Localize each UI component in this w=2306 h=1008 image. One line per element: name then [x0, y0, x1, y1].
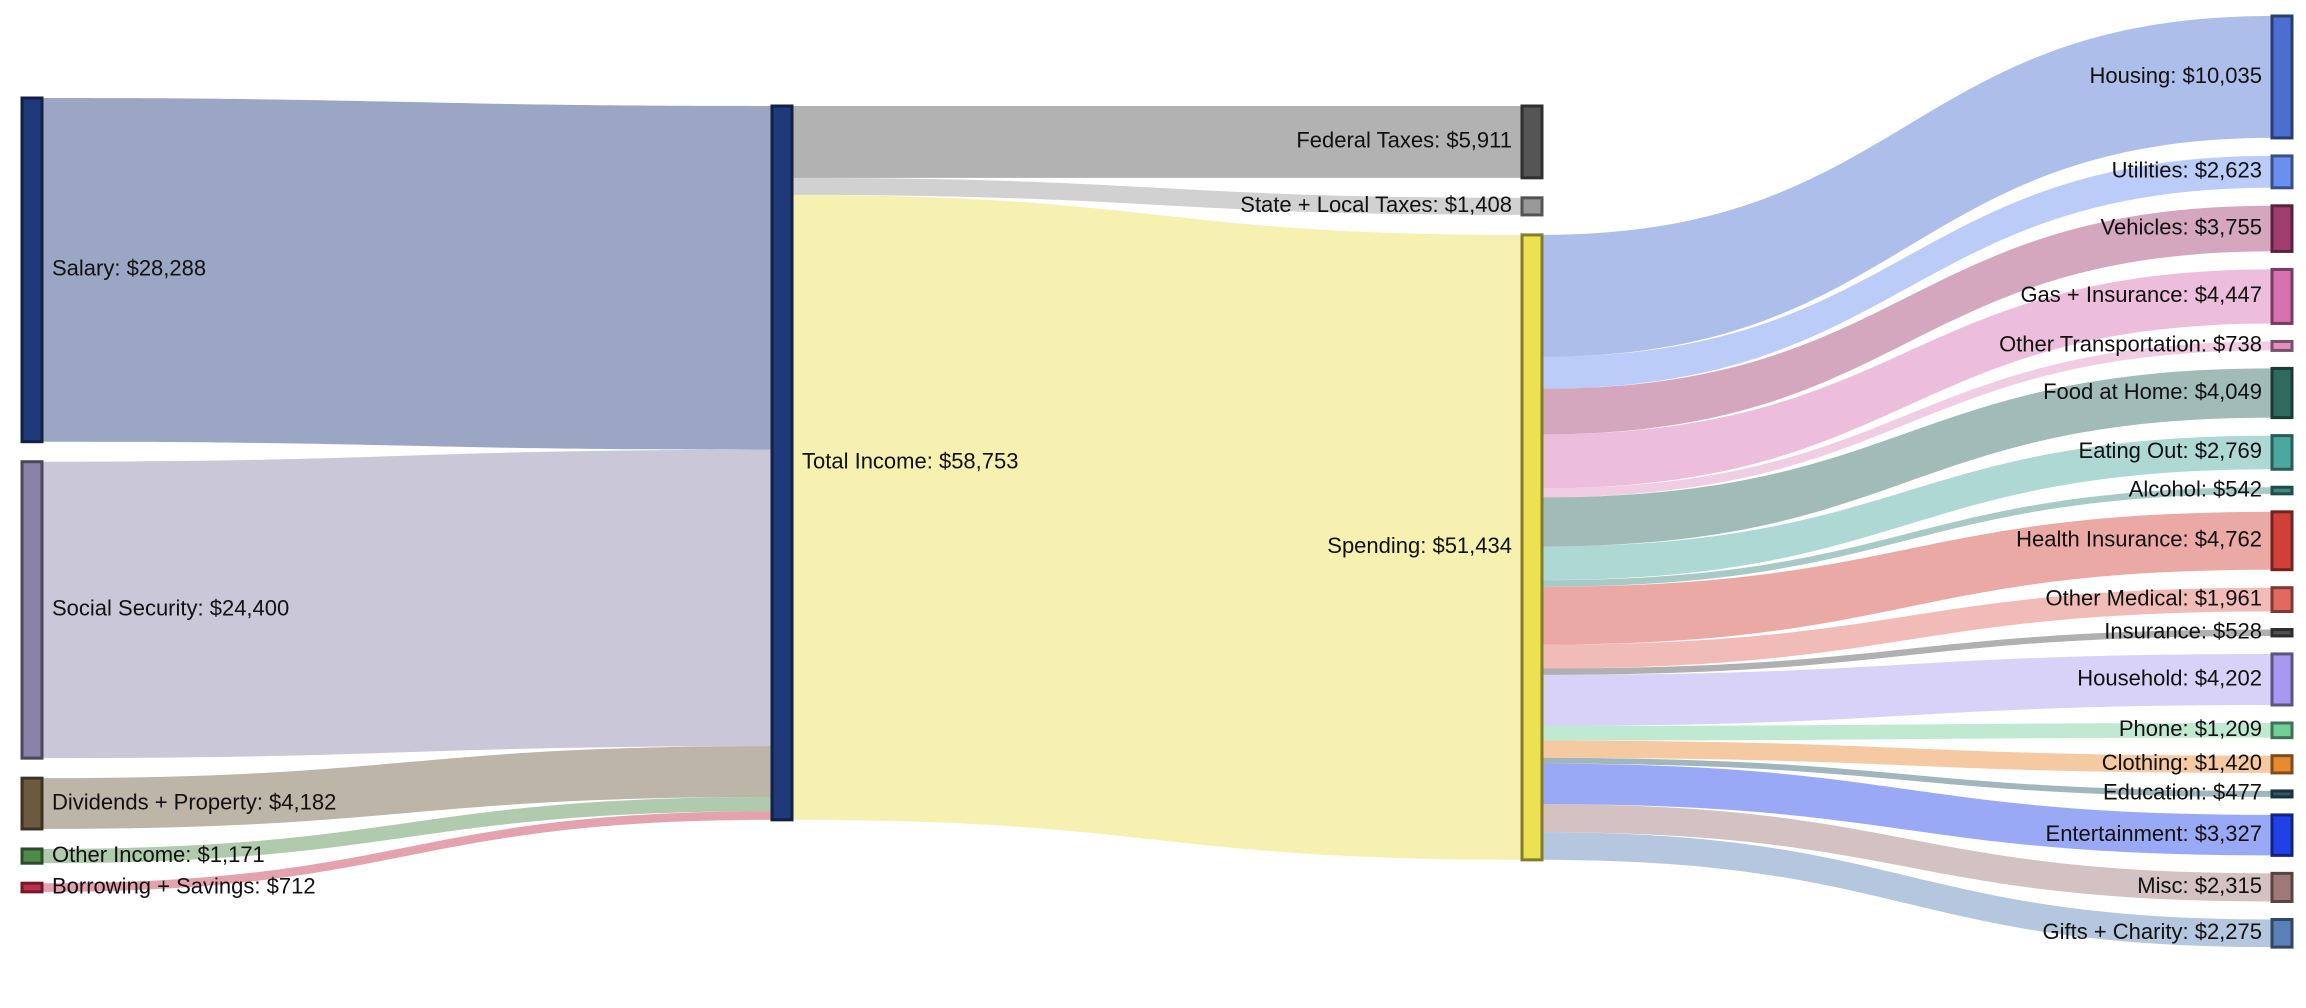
node-entertainment: [2270, 813, 2294, 857]
link-spending-to-gifts: [1542, 832, 2272, 948]
link-spending-to-alcohol: [1542, 487, 2272, 587]
link-spending-to-gas_insurance: [1542, 269, 2272, 489]
node-other-income: [20, 847, 44, 865]
nodes-layer: [20, 14, 2294, 949]
link-spending-to-insurance: [1542, 629, 2272, 675]
link-spending-to-education: [1542, 757, 2272, 797]
node-eating-out: [2270, 434, 2294, 471]
node-total-income: [770, 104, 794, 822]
link-spending-to-other_transport: [1542, 341, 2272, 498]
node-housing: [2270, 14, 2294, 140]
links-layer: [42, 16, 2272, 948]
label-health-insurance: Health Insurance: $4,762: [2016, 527, 2262, 552]
node-dividends: [20, 776, 44, 831]
label-other-transport: Other Transportation: $738: [1999, 332, 2262, 357]
node-borrowing: [20, 881, 44, 894]
node-household: [2270, 652, 2294, 707]
label-entertainment: Entertainment: $3,327: [2046, 821, 2262, 846]
link-other_income-to-total_income: [42, 796, 772, 864]
label-other-income: Other Income: $1,171: [52, 842, 265, 867]
label-vehicles: Vehicles: $3,755: [2101, 214, 2262, 239]
label-spending: Spending: $51,434: [1327, 533, 1512, 558]
label-misc: Misc: $2,315: [2137, 873, 2262, 898]
link-total_income-to-spending: [792, 194, 1522, 860]
label-utilities: Utilities: $2,623: [2112, 158, 2262, 183]
label-dividends: Dividends + Property: $4,182: [52, 789, 336, 814]
labels-layer: Salary: $28,288 Social Security: $24,400 D…: [52, 63, 2262, 944]
link-spending-to-utilities: [1542, 155, 2272, 389]
label-other-medical: Other Medical: $1,961: [2046, 585, 2262, 610]
label-federal: Federal Taxes: $5,911: [1296, 128, 1512, 153]
node-phone: [2270, 721, 2294, 740]
label-total-income: Total Income: $58,753: [802, 449, 1018, 474]
link-spending-to-food_home: [1542, 368, 2272, 547]
link-spending-to-housing: [1542, 16, 2272, 357]
label-state-local: State + Local Taxes: $1,408: [1240, 192, 1512, 217]
node-insurance: [2270, 628, 2294, 638]
node-gifts: [2270, 917, 2294, 949]
link-social_security-to-total_income: [42, 449, 772, 759]
link-spending-to-vehicles: [1542, 205, 2272, 435]
link-spending-to-phone: [1542, 722, 2272, 741]
node-utilities: [2270, 154, 2294, 190]
label-salary: Salary: $28,288: [52, 256, 206, 281]
link-borrowing-to-total_income: [42, 811, 772, 892]
label-alcohol: Alcohol: $542: [2129, 476, 2262, 501]
node-spending: [1520, 233, 1544, 862]
label-phone: Phone: $1,209: [2119, 716, 2262, 741]
label-borrowing: Borrowing + Savings: $712: [52, 873, 316, 898]
link-spending-to-household: [1542, 653, 2272, 726]
label-insurance: Insurance: $528: [2104, 619, 2262, 644]
node-state-local: [1520, 196, 1544, 217]
node-clothing: [2270, 754, 2294, 775]
link-spending-to-eating_out: [1542, 435, 2272, 581]
link-total_income-to-federal: [792, 106, 1522, 178]
link-spending-to-health_insurance: [1542, 511, 2272, 645]
node-health-insurance: [2270, 510, 2294, 572]
node-vehicles: [2270, 204, 2294, 253]
label-household: Household: $4,202: [2077, 665, 2262, 690]
node-other-transport: [2270, 339, 2294, 352]
label-gas-insurance: Gas + Insurance: $4,447: [2020, 282, 2262, 307]
node-misc: [2270, 871, 2294, 903]
node-food-home: [2270, 366, 2294, 420]
link-salary-to-total_income: [42, 98, 772, 450]
node-alcohol: [2270, 485, 2294, 496]
link-dividends-to-total_income: [42, 746, 772, 829]
node-other-medical: [2270, 586, 2294, 614]
node-salary: [20, 96, 44, 444]
link-spending-to-clothing: [1542, 740, 2272, 773]
node-gas-insurance: [2270, 267, 2294, 325]
label-eating-out: Eating Out: $2,769: [2079, 438, 2262, 463]
label-clothing: Clothing: $1,420: [2102, 750, 2262, 775]
link-total_income-to-state_local: [792, 177, 1522, 215]
label-food-home: Food at Home: $4,049: [2043, 379, 2262, 404]
node-federal: [1520, 104, 1544, 180]
label-gifts: Gifts + Charity: $2,275: [2043, 919, 2263, 944]
label-housing: Housing: $10,035: [2090, 63, 2262, 88]
node-social-security: [20, 460, 44, 760]
label-education: Education: $477: [2103, 780, 2262, 805]
link-spending-to-misc: [1542, 804, 2272, 902]
node-education: [2270, 789, 2294, 799]
link-spending-to-entertainment: [1542, 763, 2272, 856]
link-spending-to-other_medical: [1542, 587, 2272, 669]
label-social-security: Social Security: $24,400: [52, 596, 289, 621]
